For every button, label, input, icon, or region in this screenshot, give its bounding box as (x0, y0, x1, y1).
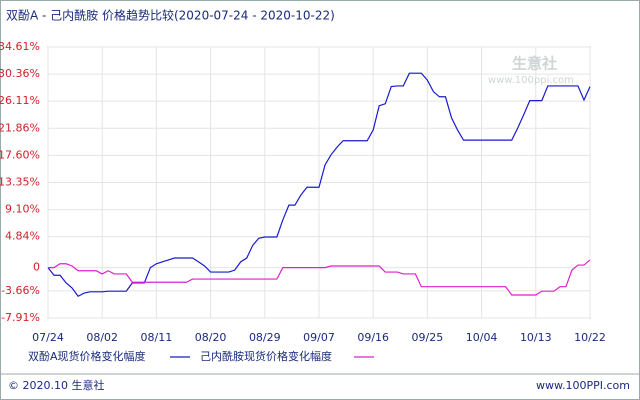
x-tick-label: 08/29 (249, 331, 281, 344)
x-tick-label: 07/24 (32, 331, 64, 344)
footer-left: © 2020.10 生意社 (8, 378, 104, 392)
x-tick-label: 08/02 (86, 331, 118, 344)
y-tick-label: 21.86% (0, 121, 40, 134)
x-tick-label: 10/13 (520, 331, 552, 344)
chart-title: 双酚A - 己内酰胺 价格趋势比较(2020-07-24 - 2020-10-2… (6, 8, 335, 23)
y-tick-label: 0 (33, 261, 40, 274)
y-tick-label: 9.10% (5, 203, 40, 216)
x-tick-label: 10/22 (574, 331, 606, 344)
y-tick-label: 30.36% (0, 67, 40, 80)
watermark: 生意社 (512, 55, 557, 73)
series-line (47, 72, 591, 298)
footer-right: www.100PPI.com (536, 379, 630, 392)
watermark-url: www.100ppi.com (488, 75, 574, 86)
y-tick-label: 13.35% (0, 176, 40, 189)
y-tick-label: 26.11% (0, 94, 40, 107)
legend-label: 双酚A现货价格变化幅度 (28, 349, 146, 363)
y-tick-label: 4.84% (5, 230, 40, 243)
y-tick-label: -3.66% (1, 284, 40, 297)
x-tick-label: 09/07 (303, 331, 335, 344)
x-tick-label: 09/16 (357, 331, 389, 344)
legend-label: 己内酰胺现货价格变化幅度 (200, 349, 332, 363)
x-tick-label: 09/25 (412, 331, 444, 344)
y-tick-label: -7.91% (1, 311, 40, 324)
x-tick-label: 08/20 (195, 331, 227, 344)
x-tick-label: 08/11 (141, 331, 173, 344)
x-tick-label: 10/04 (466, 331, 498, 344)
series-line (48, 259, 591, 296)
y-tick-label: 34.61% (0, 40, 40, 53)
y-tick-label: 17.60% (0, 148, 40, 161)
